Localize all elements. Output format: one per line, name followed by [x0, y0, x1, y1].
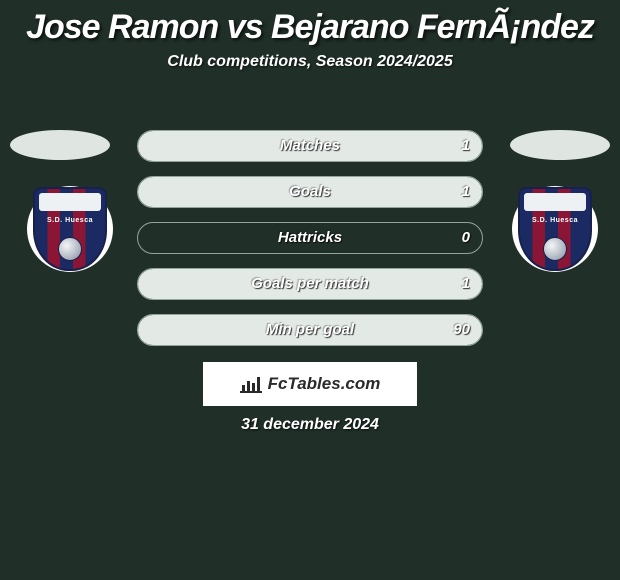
brand-badge: FcTables.com [203, 362, 417, 406]
stat-label: Matches [138, 131, 482, 161]
stat-value-right: 1 [462, 269, 470, 299]
brand-label: FcTables.com [268, 374, 381, 394]
stat-value-right: 1 [462, 177, 470, 207]
footer-date: 31 december 2024 [0, 416, 620, 434]
stat-row-hattricks: Hattricks0 [137, 222, 483, 254]
player-avatar-left [10, 130, 110, 160]
stat-label: Goals [138, 177, 482, 207]
club-crest-right: S.D. Huesca [512, 186, 598, 272]
stat-value-right: 90 [453, 315, 470, 345]
crest-text-left: S.D. Huesca [35, 217, 105, 224]
bar-chart-icon [240, 375, 262, 393]
stat-value-right: 1 [462, 131, 470, 161]
stat-row-matches: Matches1 [137, 130, 483, 162]
club-crest-left: S.D. Huesca [27, 186, 113, 272]
stat-row-goals-per-match: Goals per match1 [137, 268, 483, 300]
player-avatar-right [510, 130, 610, 160]
stats-container: Matches1Goals1Hattricks0Goals per match1… [137, 130, 483, 360]
stat-row-goals: Goals1 [137, 176, 483, 208]
crest-text-right: S.D. Huesca [520, 217, 590, 224]
stat-label: Goals per match [138, 269, 482, 299]
stat-value-right: 0 [462, 223, 470, 253]
stat-row-min-per-goal: Min per goal90 [137, 314, 483, 346]
stat-label: Min per goal [138, 315, 482, 345]
page-title: Jose Ramon vs Bejarano FernÃ¡ndez [0, 8, 620, 47]
season-subtitle: Club competitions, Season 2024/2025 [0, 53, 620, 71]
stat-label: Hattricks [138, 223, 482, 253]
